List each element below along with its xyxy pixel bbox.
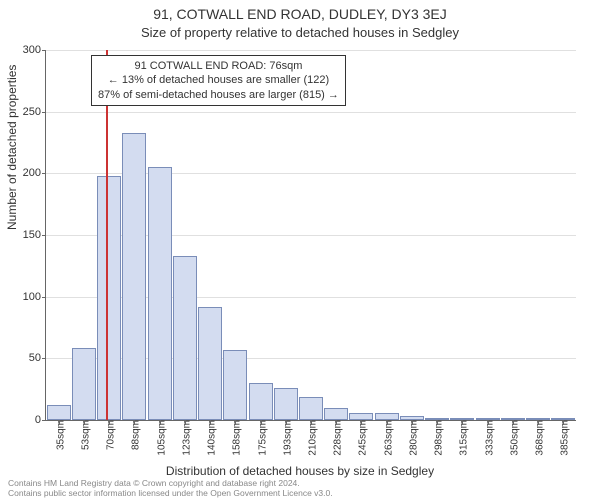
footer-line1: Contains HM Land Registry data © Crown c… xyxy=(8,478,333,488)
xtick-label: 245sqm xyxy=(354,420,369,456)
xtick-label: 70sqm xyxy=(102,420,117,450)
histogram-bar xyxy=(249,383,273,420)
histogram-bar xyxy=(274,388,298,420)
xtick-mark xyxy=(336,420,337,424)
xtick-mark xyxy=(412,420,413,424)
annotation-line: 91 COTWALL END ROAD: 76sqm xyxy=(98,59,339,73)
ytick-mark xyxy=(42,50,46,51)
histogram-bar xyxy=(299,397,323,420)
chart-container: 91, COTWALL END ROAD, DUDLEY, DY3 3EJ Si… xyxy=(0,0,600,500)
xtick-mark xyxy=(513,420,514,424)
histogram-bar xyxy=(223,350,247,420)
ytick-mark xyxy=(42,297,46,298)
ytick-mark xyxy=(42,420,46,421)
xtick-mark xyxy=(134,420,135,424)
xtick-mark xyxy=(387,420,388,424)
ytick-mark xyxy=(42,112,46,113)
xtick-label: 35sqm xyxy=(51,420,66,450)
annotation-line: 87% of semi-detached houses are larger (… xyxy=(98,88,339,102)
xtick-label: 263sqm xyxy=(379,420,394,456)
xtick-label: 368sqm xyxy=(531,420,546,456)
xtick-mark xyxy=(210,420,211,424)
xtick-mark xyxy=(361,420,362,424)
histogram-bar xyxy=(148,167,172,420)
footer-line2: Contains public sector information licen… xyxy=(8,488,333,498)
xtick-mark xyxy=(538,420,539,424)
histogram-bar xyxy=(324,408,348,420)
xtick-mark xyxy=(286,420,287,424)
histogram-bar xyxy=(72,348,96,420)
xtick-label: 315sqm xyxy=(455,420,470,456)
histogram-bar xyxy=(198,307,222,420)
xtick-mark xyxy=(235,420,236,424)
xtick-label: 333sqm xyxy=(480,420,495,456)
footer-attribution: Contains HM Land Registry data © Crown c… xyxy=(8,478,333,498)
y-axis-label: Number of detached properties xyxy=(5,65,19,230)
ytick-mark xyxy=(42,358,46,359)
ytick-mark xyxy=(42,173,46,174)
xtick-label: 385sqm xyxy=(556,420,571,456)
ytick-mark xyxy=(42,235,46,236)
xtick-mark xyxy=(84,420,85,424)
xtick-mark xyxy=(109,420,110,424)
xtick-label: 228sqm xyxy=(329,420,344,456)
xtick-mark xyxy=(261,420,262,424)
annotation-box: 91 COTWALL END ROAD: 76sqm← 13% of detac… xyxy=(91,55,346,106)
histogram-bar xyxy=(97,176,121,420)
xtick-label: 158sqm xyxy=(228,420,243,456)
chart-subtitle: Size of property relative to detached ho… xyxy=(0,25,600,40)
gridline xyxy=(46,112,576,113)
xtick-mark xyxy=(59,420,60,424)
histogram-bar xyxy=(173,256,197,420)
xtick-label: 88sqm xyxy=(127,420,142,450)
xtick-mark xyxy=(563,420,564,424)
xtick-label: 140sqm xyxy=(203,420,218,456)
xtick-mark xyxy=(311,420,312,424)
xtick-label: 123sqm xyxy=(177,420,192,456)
xtick-label: 175sqm xyxy=(253,420,268,456)
histogram-bar xyxy=(375,413,399,420)
xtick-label: 193sqm xyxy=(278,420,293,456)
xtick-label: 298sqm xyxy=(430,420,445,456)
x-axis-label: Distribution of detached houses by size … xyxy=(0,464,600,478)
gridline xyxy=(46,50,576,51)
histogram-bar xyxy=(47,405,71,420)
xtick-mark xyxy=(160,420,161,424)
histogram-bar xyxy=(122,133,146,420)
xtick-label: 210sqm xyxy=(304,420,319,456)
chart-title: 91, COTWALL END ROAD, DUDLEY, DY3 3EJ xyxy=(0,6,600,22)
histogram-bar xyxy=(349,413,373,420)
xtick-mark xyxy=(437,420,438,424)
xtick-label: 350sqm xyxy=(505,420,520,456)
xtick-mark xyxy=(185,420,186,424)
annotation-line: ← 13% of detached houses are smaller (12… xyxy=(98,73,339,87)
xtick-label: 53sqm xyxy=(76,420,91,450)
xtick-label: 105sqm xyxy=(152,420,167,456)
xtick-mark xyxy=(488,420,489,424)
plot-area: 05010015020025030035sqm53sqm70sqm88sqm10… xyxy=(45,50,576,421)
xtick-label: 280sqm xyxy=(404,420,419,456)
xtick-mark xyxy=(462,420,463,424)
